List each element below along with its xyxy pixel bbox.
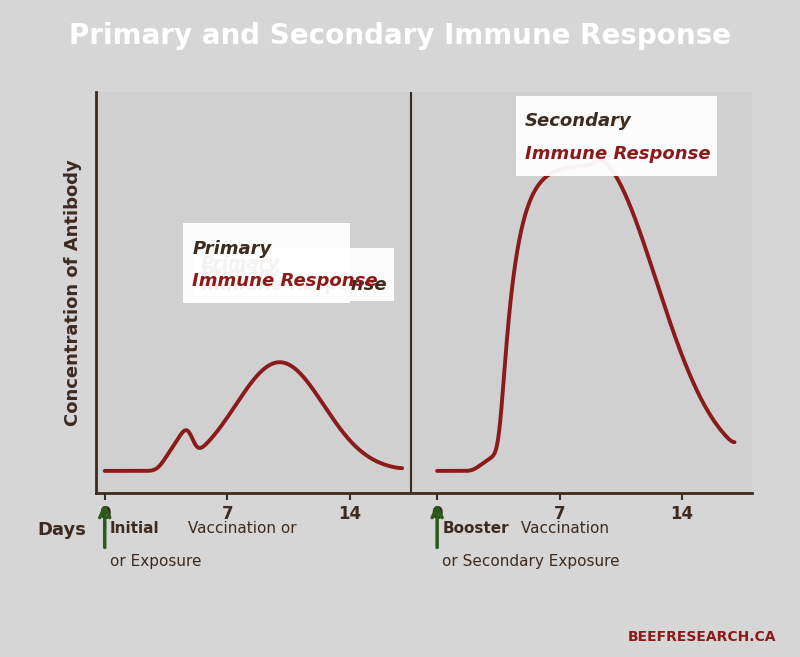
Text: Vaccination or: Vaccination or [183,522,297,536]
Text: or Secondary Exposure: or Secondary Exposure [442,555,620,569]
Text: Primary: Primary [192,240,271,258]
FancyBboxPatch shape [516,96,717,176]
Text: Primary: Primary [201,265,280,283]
Text: Vaccination: Vaccination [516,522,609,536]
Text: Secondary: Secondary [525,112,631,130]
Text: Days: Days [37,521,86,539]
Text: Immune Response: Immune Response [525,145,710,163]
Text: Immune Response: Immune Response [192,273,378,290]
Text: Initial: Initial [110,522,160,536]
Text: BEEFRESEARCH.CA: BEEFRESEARCH.CA [627,630,776,645]
Text: Booster: Booster [442,522,509,536]
FancyBboxPatch shape [183,223,350,304]
Text: Primary and Secondary Immune Response: Primary and Secondary Immune Response [69,22,731,50]
Y-axis label: Concentration of Antibody: Concentration of Antibody [64,159,82,426]
Text: Primary
Immune Response: Primary Immune Response [201,255,386,294]
Text: or Exposure: or Exposure [110,555,202,569]
